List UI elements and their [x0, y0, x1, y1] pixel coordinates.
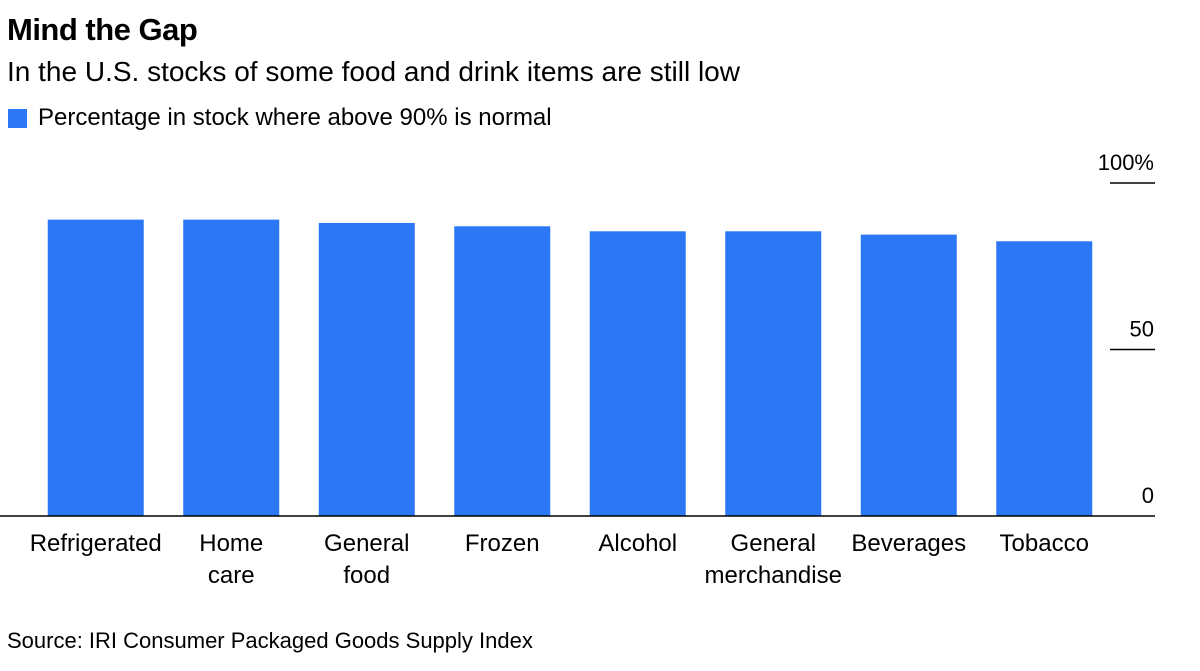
x-tick-label: General merchandise [705, 530, 842, 589]
x-tick-label: Refrigerated [30, 530, 162, 557]
legend: Percentage in stock where above 90% is n… [8, 104, 552, 132]
legend-swatch [8, 108, 27, 128]
x-tick-label-line: Refrigerated [30, 530, 162, 557]
chart-title: Mind the Gap [7, 12, 198, 47]
bar [454, 226, 551, 517]
legend-label: Percentage in stock where above 90% is n… [38, 104, 552, 131]
x-tick-label-line: Alcohol [598, 530, 677, 557]
x-tick-label-line: Tobacco [1000, 530, 1089, 557]
y-tick-label: 100% [1098, 150, 1154, 175]
chart-subtitle: In the U.S. stocks of some food and drin… [7, 56, 740, 87]
y-tick-label: 50 [1130, 317, 1154, 342]
x-tick-label: Alcohol [598, 530, 677, 557]
bar [183, 219, 280, 516]
bar [860, 234, 957, 517]
bar [725, 231, 822, 516]
bar [47, 219, 144, 516]
x-tick-label: Frozen [465, 530, 540, 557]
x-tick-label: Beverages [851, 530, 966, 557]
y-tick-label: 0 [1142, 483, 1154, 508]
x-tick-label-line: General [731, 530, 816, 557]
x-tick-label: Home care [199, 530, 263, 589]
source-note: Source: IRI Consumer Packaged Goods Supp… [7, 628, 533, 653]
x-tick-label-line: care [208, 562, 255, 589]
x-tick-label-line: General [324, 530, 409, 557]
x-tick-label-line: merchandise [705, 562, 842, 589]
x-tick-label-line: Frozen [465, 530, 540, 557]
x-tick-label-line: food [343, 562, 390, 589]
bar [318, 222, 415, 516]
bar [589, 231, 686, 516]
x-tick-label: General food [324, 530, 409, 589]
bar [996, 241, 1093, 516]
x-tick-label: Tobacco [1000, 530, 1089, 557]
x-tick-label-line: Home [199, 530, 263, 557]
x-tick-label-line: Beverages [851, 530, 966, 557]
